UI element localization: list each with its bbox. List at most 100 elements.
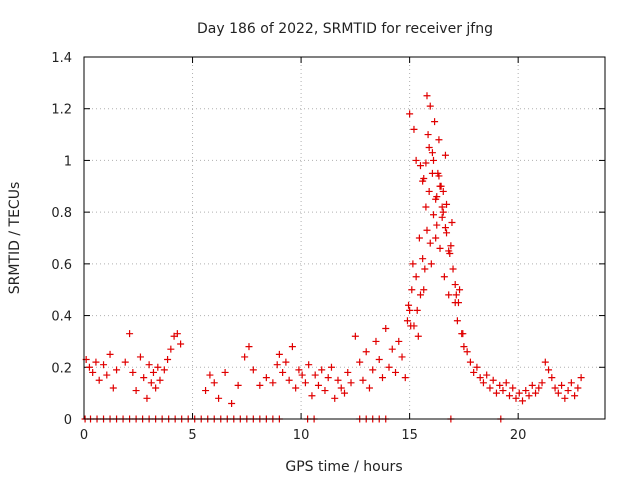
data-point: [433, 221, 441, 229]
data-point: [416, 162, 424, 170]
data-point: [445, 291, 453, 299]
data-point: [314, 381, 322, 389]
data-point: [545, 366, 553, 374]
data-point: [279, 368, 287, 376]
data-point: [234, 381, 242, 389]
y-tick-label: 0.8: [51, 206, 72, 221]
data-point: [341, 389, 348, 397]
data-point: [295, 366, 303, 374]
data-point: [441, 224, 449, 232]
data-point: [483, 371, 491, 379]
data-point: [438, 213, 446, 221]
data-point: [385, 363, 393, 371]
data-point: [463, 348, 471, 356]
data-point: [443, 229, 451, 237]
data-point: [439, 187, 447, 195]
data-point: [410, 125, 418, 133]
data-point: [419, 255, 427, 263]
data-point: [437, 182, 445, 190]
data-point: [145, 361, 153, 369]
data-point: [356, 358, 364, 366]
data-point: [324, 374, 332, 382]
y-tick-label: 1.2: [51, 103, 72, 118]
data-point: [106, 350, 114, 358]
data-point: [167, 345, 175, 353]
data-point: [202, 387, 210, 395]
data-point: [496, 381, 504, 389]
data-point: [470, 368, 478, 376]
data-point: [318, 366, 326, 374]
data-point: [558, 381, 566, 389]
data-point: [435, 172, 443, 180]
data-point: [432, 234, 440, 242]
data-point: [420, 175, 428, 183]
data-point: [282, 358, 290, 366]
data-point: [372, 337, 380, 345]
data-point: [440, 273, 448, 281]
data-point: [95, 376, 103, 384]
data-point: [109, 384, 117, 392]
data-point: [388, 345, 396, 353]
data-point: [459, 330, 467, 338]
data-point: [486, 384, 494, 392]
data-point: [466, 358, 474, 366]
data-point: [456, 286, 464, 294]
data-point: [409, 260, 417, 268]
data-point: [451, 281, 459, 289]
x-tick-label: 10: [293, 428, 310, 443]
data-point: [460, 343, 468, 351]
data-point: [160, 366, 168, 374]
data-point: [85, 363, 93, 371]
data-point: [412, 156, 420, 164]
data-point: [414, 332, 422, 340]
data-point: [103, 371, 111, 379]
data-point: [256, 381, 264, 389]
data-point: [435, 136, 443, 144]
data-point: [538, 379, 546, 387]
y-tick-label: 0: [64, 413, 72, 428]
data-point: [249, 366, 257, 374]
data-point: [344, 368, 352, 376]
data-point: [392, 368, 400, 376]
data-point: [405, 301, 413, 309]
data-point: [269, 379, 277, 387]
data-point: [92, 358, 100, 366]
data-point: [449, 265, 457, 273]
data-point: [334, 376, 342, 384]
data-point: [113, 366, 121, 374]
data-point: [425, 187, 433, 195]
data-point: [447, 242, 455, 250]
data-point: [424, 131, 432, 139]
data-point: [395, 337, 403, 345]
data-point: [406, 110, 414, 118]
data-point: [433, 193, 441, 201]
data-point: [421, 265, 429, 273]
data-point: [492, 389, 500, 397]
axis-ticks: 0 5 10 15 20 0 0.2 0.4 0.6 0.8 1 1.2 1.4: [51, 51, 605, 443]
data-point: [292, 384, 300, 392]
x-tick-label: 0: [80, 428, 88, 443]
data-point: [288, 343, 296, 351]
data-point: [438, 203, 446, 211]
data-point: [152, 384, 160, 392]
y-tick-label: 1: [64, 154, 72, 169]
x-tick-label: 5: [188, 428, 196, 443]
y-tick-label: 0.6: [51, 258, 72, 273]
data-point: [375, 356, 383, 364]
data-point: [416, 291, 424, 299]
data-point: [262, 374, 270, 382]
data-point: [441, 151, 449, 159]
data-point: [406, 306, 414, 314]
data-point: [177, 340, 185, 348]
data-point: [423, 92, 431, 100]
data-point: [398, 353, 406, 361]
data-point: [136, 353, 144, 361]
data-point: [275, 350, 283, 358]
data-point: [206, 371, 214, 379]
data-point: [273, 361, 281, 369]
data-point: [443, 200, 451, 208]
data-point: [369, 366, 377, 374]
data-point: [347, 379, 355, 387]
data-point: [425, 144, 433, 151]
